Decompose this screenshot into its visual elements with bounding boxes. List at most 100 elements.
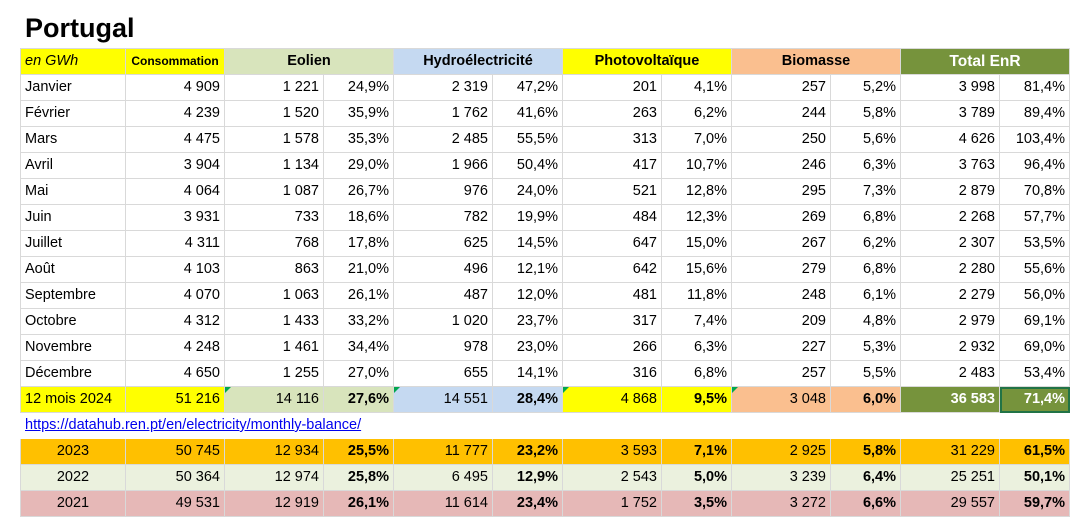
- year-tot[interactable]: 25 251: [900, 464, 1000, 491]
- total-pv[interactable]: 4 868: [562, 386, 662, 413]
- cell-eol[interactable]: 1 578: [224, 126, 324, 153]
- year-tot-pct[interactable]: 61,5%: [999, 438, 1070, 465]
- cell-pv[interactable]: 313: [562, 126, 662, 153]
- month-label[interactable]: Février: [20, 100, 126, 127]
- cell-tot[interactable]: 3 998: [900, 74, 1000, 101]
- cell-tot-pct[interactable]: 56,0%: [999, 282, 1070, 309]
- cell-pv-pct[interactable]: 12,8%: [661, 178, 732, 205]
- cell-bio-pct[interactable]: 6,8%: [830, 204, 901, 231]
- cell-bio[interactable]: 209: [731, 308, 831, 335]
- cell-tot[interactable]: 3 789: [900, 100, 1000, 127]
- year-hyd[interactable]: 11 614: [393, 490, 493, 517]
- cell-bio-pct[interactable]: 7,3%: [830, 178, 901, 205]
- year-tot-pct[interactable]: 59,7%: [999, 490, 1070, 517]
- cell-eol[interactable]: 768: [224, 230, 324, 257]
- month-label[interactable]: Mars: [20, 126, 126, 153]
- cell-hyd-pct[interactable]: 12,1%: [492, 256, 563, 283]
- cell-conso[interactable]: 3 904: [125, 152, 225, 179]
- month-label[interactable]: Juin: [20, 204, 126, 231]
- cell-tot[interactable]: 2 280: [900, 256, 1000, 283]
- cell-tot[interactable]: 3 763: [900, 152, 1000, 179]
- year-eol-pct[interactable]: 25,8%: [323, 464, 394, 491]
- cell-eol-pct[interactable]: 29,0%: [323, 152, 394, 179]
- year-bio[interactable]: 2 925: [731, 438, 831, 465]
- cell-conso[interactable]: 4 248: [125, 334, 225, 361]
- header-hydro[interactable]: Hydroélectricité: [393, 48, 563, 75]
- cell-bio[interactable]: 257: [731, 360, 831, 387]
- year-label[interactable]: 2022: [20, 464, 126, 491]
- cell-bio-pct[interactable]: 5,8%: [830, 100, 901, 127]
- year-tot[interactable]: 31 229: [900, 438, 1000, 465]
- cell-conso[interactable]: 4 909: [125, 74, 225, 101]
- cell-hyd[interactable]: 625: [393, 230, 493, 257]
- cell-eol[interactable]: 1 520: [224, 100, 324, 127]
- cell-pv-pct[interactable]: 7,0%: [661, 126, 732, 153]
- year-hyd-pct[interactable]: 23,4%: [492, 490, 563, 517]
- year-bio-pct[interactable]: 6,4%: [830, 464, 901, 491]
- header-photovoltaique[interactable]: Photovoltaïque: [562, 48, 732, 75]
- total-hyd-pct[interactable]: 28,4%: [492, 386, 563, 413]
- cell-pv[interactable]: 417: [562, 152, 662, 179]
- year-hyd-pct[interactable]: 12,9%: [492, 464, 563, 491]
- total-eol[interactable]: 14 116: [224, 386, 324, 413]
- cell-tot-pct[interactable]: 69,1%: [999, 308, 1070, 335]
- cell-tot-pct[interactable]: 55,6%: [999, 256, 1070, 283]
- cell-bio[interactable]: 269: [731, 204, 831, 231]
- cell-bio-pct[interactable]: 6,2%: [830, 230, 901, 257]
- year-bio-pct[interactable]: 6,6%: [830, 490, 901, 517]
- year-pv-pct[interactable]: 7,1%: [661, 438, 732, 465]
- cell-hyd[interactable]: 2 319: [393, 74, 493, 101]
- cell-hyd[interactable]: 487: [393, 282, 493, 309]
- total-tot-pct[interactable]: 71,4%: [999, 386, 1070, 413]
- cell-eol[interactable]: 863: [224, 256, 324, 283]
- year-label[interactable]: 2023: [20, 438, 126, 465]
- cell-eol-pct[interactable]: 35,3%: [323, 126, 394, 153]
- cell-bio[interactable]: 267: [731, 230, 831, 257]
- month-label[interactable]: Avril: [20, 152, 126, 179]
- header-eolien[interactable]: Eolien: [224, 48, 394, 75]
- year-conso[interactable]: 50 364: [125, 464, 225, 491]
- month-label[interactable]: Juillet: [20, 230, 126, 257]
- cell-hyd-pct[interactable]: 24,0%: [492, 178, 563, 205]
- cell-hyd-pct[interactable]: 14,5%: [492, 230, 563, 257]
- month-label[interactable]: Août: [20, 256, 126, 283]
- year-hyd[interactable]: 11 777: [393, 438, 493, 465]
- cell-pv-pct[interactable]: 7,4%: [661, 308, 732, 335]
- year-hyd-pct[interactable]: 23,2%: [492, 438, 563, 465]
- cell-pv[interactable]: 484: [562, 204, 662, 231]
- year-pv-pct[interactable]: 3,5%: [661, 490, 732, 517]
- year-hyd[interactable]: 6 495: [393, 464, 493, 491]
- year-eol[interactable]: 12 934: [224, 438, 324, 465]
- cell-bio[interactable]: 250: [731, 126, 831, 153]
- cell-conso[interactable]: 4 650: [125, 360, 225, 387]
- cell-eol-pct[interactable]: 34,4%: [323, 334, 394, 361]
- year-eol[interactable]: 12 974: [224, 464, 324, 491]
- cell-tot-pct[interactable]: 53,4%: [999, 360, 1070, 387]
- cell-conso[interactable]: 4 311: [125, 230, 225, 257]
- total-12m-label[interactable]: 12 mois 2024: [20, 386, 126, 413]
- year-eol-pct[interactable]: 26,1%: [323, 490, 394, 517]
- year-pv[interactable]: 1 752: [562, 490, 662, 517]
- cell-conso[interactable]: 4 239: [125, 100, 225, 127]
- cell-tot[interactable]: 2 932: [900, 334, 1000, 361]
- total-tot[interactable]: 36 583: [900, 386, 1000, 413]
- cell-hyd[interactable]: 496: [393, 256, 493, 283]
- total-eol-pct[interactable]: 27,6%: [323, 386, 394, 413]
- month-label[interactable]: Mai: [20, 178, 126, 205]
- cell-bio[interactable]: 257: [731, 74, 831, 101]
- unit-label[interactable]: en GWh: [20, 48, 126, 75]
- year-pv[interactable]: 3 593: [562, 438, 662, 465]
- header-total-enr[interactable]: Total EnR: [900, 48, 1070, 75]
- cell-hyd[interactable]: 782: [393, 204, 493, 231]
- month-label[interactable]: Octobre: [20, 308, 126, 335]
- cell-eol-pct[interactable]: 21,0%: [323, 256, 394, 283]
- cell-hyd[interactable]: 976: [393, 178, 493, 205]
- cell-pv[interactable]: 316: [562, 360, 662, 387]
- cell-tot-pct[interactable]: 69,0%: [999, 334, 1070, 361]
- cell-eol-pct[interactable]: 26,1%: [323, 282, 394, 309]
- year-eol-pct[interactable]: 25,5%: [323, 438, 394, 465]
- cell-eol[interactable]: 1 255: [224, 360, 324, 387]
- cell-bio-pct[interactable]: 5,3%: [830, 334, 901, 361]
- cell-tot[interactable]: 4 626: [900, 126, 1000, 153]
- month-label[interactable]: Décembre: [20, 360, 126, 387]
